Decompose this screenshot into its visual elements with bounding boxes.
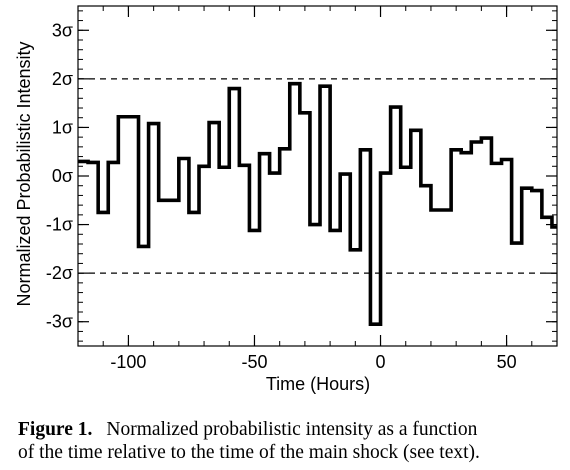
y-tick-label: 1σ xyxy=(52,117,73,137)
axes-layer: -100 -50 0 50 -3σ -2σ -1σ 0σ 1σ 2σ 3σ xyxy=(46,5,558,372)
caption-label: Figure 1. xyxy=(18,419,93,440)
caption-line-1: Figure 1. Normalized probabilistic intens… xyxy=(18,418,563,441)
data-layer xyxy=(78,81,557,326)
y-tick-label: 3σ xyxy=(52,20,73,40)
x-tick-label: -50 xyxy=(241,352,267,372)
caption-text-1: Normalized probabilistic intensity as a … xyxy=(106,419,478,440)
caption-text-2: of the time relative to the time of the … xyxy=(18,442,480,463)
x-tick-label: 50 xyxy=(497,352,517,372)
y-tick-label: -1σ xyxy=(46,215,73,235)
labels-layer: Time (Hours) Normalized Probabilistic In… xyxy=(14,41,370,394)
y-tick-label: -2σ xyxy=(46,263,73,283)
reference-lines xyxy=(78,78,557,274)
y-tick-label: -3σ xyxy=(46,312,73,332)
caption-line-2: of the time relative to the time of the … xyxy=(18,441,563,464)
x-tick-label: -100 xyxy=(110,352,146,372)
y-tick-label: 0σ xyxy=(52,166,73,186)
x-axis-title: Time (Hours) xyxy=(266,374,370,394)
series-line-0 xyxy=(78,81,557,326)
y-axis-title: Normalized Probabilistic Intensity xyxy=(14,41,34,306)
figure: -100 -50 0 50 -3σ -2σ -1σ 0σ 1σ 2σ 3σ Time (Hours)… xyxy=(14,5,558,463)
y-tick-label: 2σ xyxy=(52,69,73,89)
x-tick-label: 0 xyxy=(376,352,386,372)
step-chart: -100 -50 0 50 -3σ -2σ -1σ 0σ 1σ 2σ 3σ Time (Hours)… xyxy=(14,5,558,394)
figure-caption: Figure 1. Normalized probabilistic intens… xyxy=(18,418,563,464)
